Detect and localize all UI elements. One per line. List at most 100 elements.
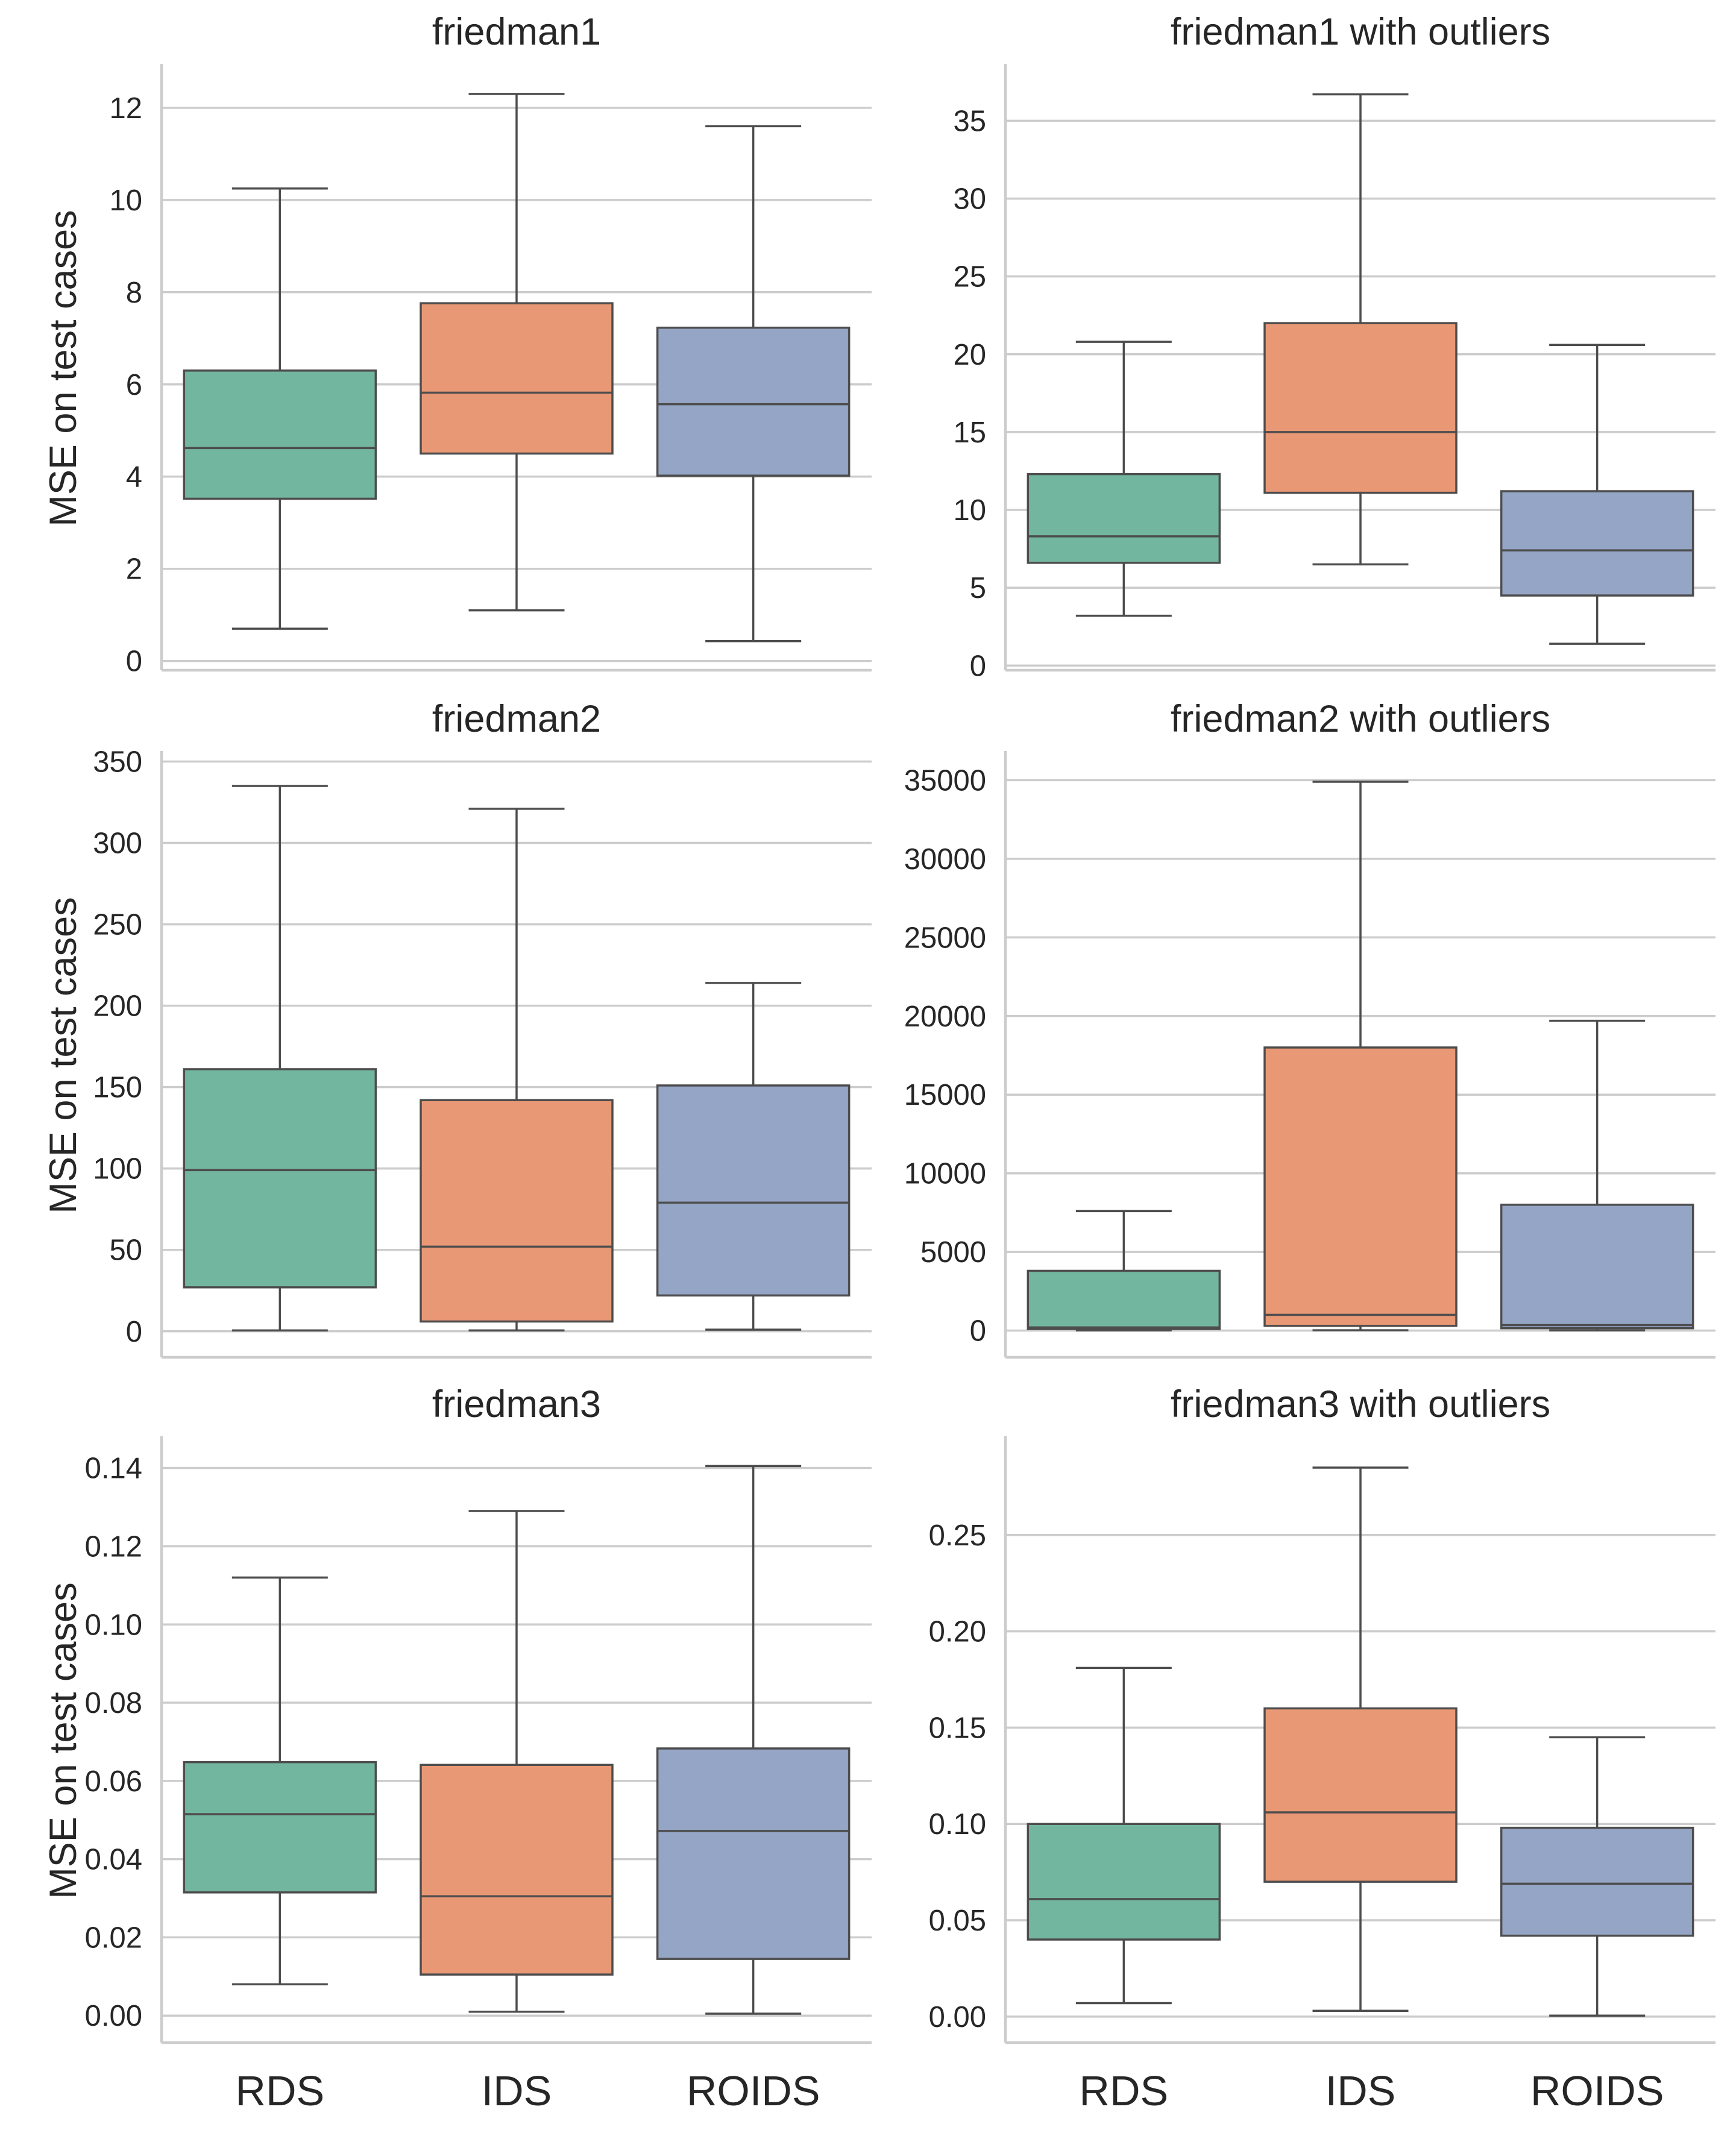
iqr-box <box>183 1761 377 1894</box>
iqr-box <box>420 1099 614 1323</box>
box-rds <box>183 785 377 1332</box>
y-tick-label: 25000 <box>904 922 986 954</box>
box-ids <box>420 93 614 612</box>
panel-2: 0 5 10 15 20 25 30 35 friedman1 with outliers <box>953 11 1716 682</box>
box-roids <box>1500 1736 1694 2017</box>
iqr-box <box>656 1747 851 1960</box>
y-tick-label: 25 <box>953 261 986 294</box>
y-tick-label: 15000 <box>904 1079 986 1111</box>
panel-title: friedman3 with outliers <box>1171 1383 1550 1425</box>
y-tick-label: 0.06 <box>85 1765 142 1798</box>
box-ids <box>1263 781 1458 1331</box>
y-tick-label: 0.25 <box>929 1519 986 1552</box>
box-ids <box>420 1510 614 2013</box>
iqr-box <box>420 302 614 455</box>
iqr-box <box>1263 322 1458 494</box>
y-tick-label: 0 <box>126 1316 142 1348</box>
y-axis-label: MSE on test cases <box>42 897 84 1213</box>
y-tick-label: 2 <box>126 553 142 586</box>
y-axis-label: MSE on test cases <box>42 1582 84 1899</box>
box-ids <box>1263 1466 1458 2012</box>
y-tick-label: 12 <box>109 92 142 125</box>
y-tick-label: 8 <box>126 277 142 309</box>
y-tick-label: 150 <box>93 1072 142 1104</box>
y-tick-label: 100 <box>93 1153 142 1186</box>
box-roids <box>1500 1019 1694 1332</box>
y-tick-label: 35000 <box>904 764 986 797</box>
panel-title: friedman3 <box>432 1383 601 1425</box>
box-roids <box>656 125 851 642</box>
y-tick-label: 0.10 <box>85 1609 142 1641</box>
y-tick-label: 0.15 <box>929 1712 986 1744</box>
panel-title: friedman2 <box>432 698 601 740</box>
iqr-box <box>1263 1046 1458 1327</box>
box-rds <box>1027 1210 1221 1332</box>
panel-title: friedman1 <box>432 11 601 53</box>
y-tick-label: 20 <box>953 339 986 371</box>
y-tick-label: 0.05 <box>929 1905 986 1937</box>
y-tick-label: 0.00 <box>85 2000 142 2032</box>
y-tick-label: 0.12 <box>85 1530 142 1563</box>
y-tick-label: 0 <box>970 1315 986 1348</box>
y-tick-label: 10000 <box>904 1158 986 1190</box>
y-tick-label: 5000 <box>920 1236 986 1269</box>
iqr-box <box>183 1068 377 1289</box>
box-roids <box>1500 344 1694 645</box>
box-roids <box>656 982 851 1331</box>
y-tick-label: 0.00 <box>929 2001 986 2034</box>
y-axis-label: MSE on test cases <box>42 210 84 526</box>
y-tick-label: 0 <box>970 650 986 682</box>
box-rds <box>183 1576 377 1986</box>
box-rds <box>183 187 377 630</box>
y-tick-label: 200 <box>93 990 142 1023</box>
iqr-box <box>1500 490 1694 597</box>
y-tick-label: 10 <box>953 494 986 527</box>
panel-title: friedman1 with outliers <box>1171 11 1550 53</box>
iqr-box <box>183 369 377 500</box>
box-rds <box>1027 341 1221 617</box>
panel-5: 0.00 0.02 0.04 0.06 0.08 0.10 0.12 0.14 friedman… <box>42 1383 872 2114</box>
y-tick-label: 300 <box>93 828 142 860</box>
panel-3: 0 50 100 150 200 250 300 350 friedman2 MSE on tes… <box>42 698 872 1359</box>
y-tick-label: 0 <box>126 646 142 678</box>
iqr-box <box>1500 1826 1694 1937</box>
y-tick-label: 20000 <box>904 1001 986 1033</box>
panel-6: 0.00 0.05 0.10 0.15 0.20 0.25 friedman3 with o… <box>929 1383 1716 2114</box>
y-tick-label: 15 <box>953 416 986 449</box>
x-tick-label: ROIDS <box>687 2067 820 2114</box>
iqr-box <box>1027 1823 1221 1941</box>
iqr-box <box>656 326 851 477</box>
panel-title: friedman2 with outliers <box>1171 698 1550 740</box>
box-ids <box>1263 93 1458 566</box>
iqr-box <box>1027 1269 1221 1330</box>
y-tick-label: 350 <box>93 746 142 779</box>
box-roids <box>656 1465 851 2015</box>
y-tick-label: 6 <box>126 369 142 401</box>
panel-1: 0 2 4 6 8 10 12 friedman1 MSE on test cases <box>42 11 872 678</box>
y-tick-label: 35 <box>953 105 986 137</box>
y-tick-label: 0.04 <box>85 1844 142 1876</box>
y-tick-label: 30000 <box>904 843 986 876</box>
y-tick-label: 50 <box>109 1234 142 1267</box>
x-tick-label: IDS <box>1326 2067 1396 2114</box>
box-ids <box>420 808 614 1332</box>
y-tick-label: 4 <box>126 461 142 494</box>
x-tick-label: RDS <box>1079 2067 1168 2114</box>
iqr-box <box>420 1764 614 1976</box>
y-tick-label: 0.20 <box>929 1616 986 1648</box>
iqr-box <box>1500 1204 1694 1330</box>
x-tick-label: IDS <box>482 2067 552 2114</box>
iqr-box <box>1263 1707 1458 1883</box>
y-tick-label: 10 <box>109 184 142 217</box>
y-tick-label: 250 <box>93 909 142 941</box>
y-tick-label: 5 <box>970 572 986 605</box>
y-tick-label: 0.08 <box>85 1687 142 1720</box>
y-tick-label: 30 <box>953 183 986 216</box>
panel-4: 0 5000 10000 15000 20000 25000 30000 35000 fried… <box>904 698 1716 1359</box>
x-tick-label: ROIDS <box>1530 2067 1664 2114</box>
iqr-box <box>656 1084 851 1297</box>
y-tick-label: 0.10 <box>929 1808 986 1841</box>
y-tick-label: 0.14 <box>85 1453 142 1485</box>
y-tick-label: 0.02 <box>85 1921 142 1954</box>
